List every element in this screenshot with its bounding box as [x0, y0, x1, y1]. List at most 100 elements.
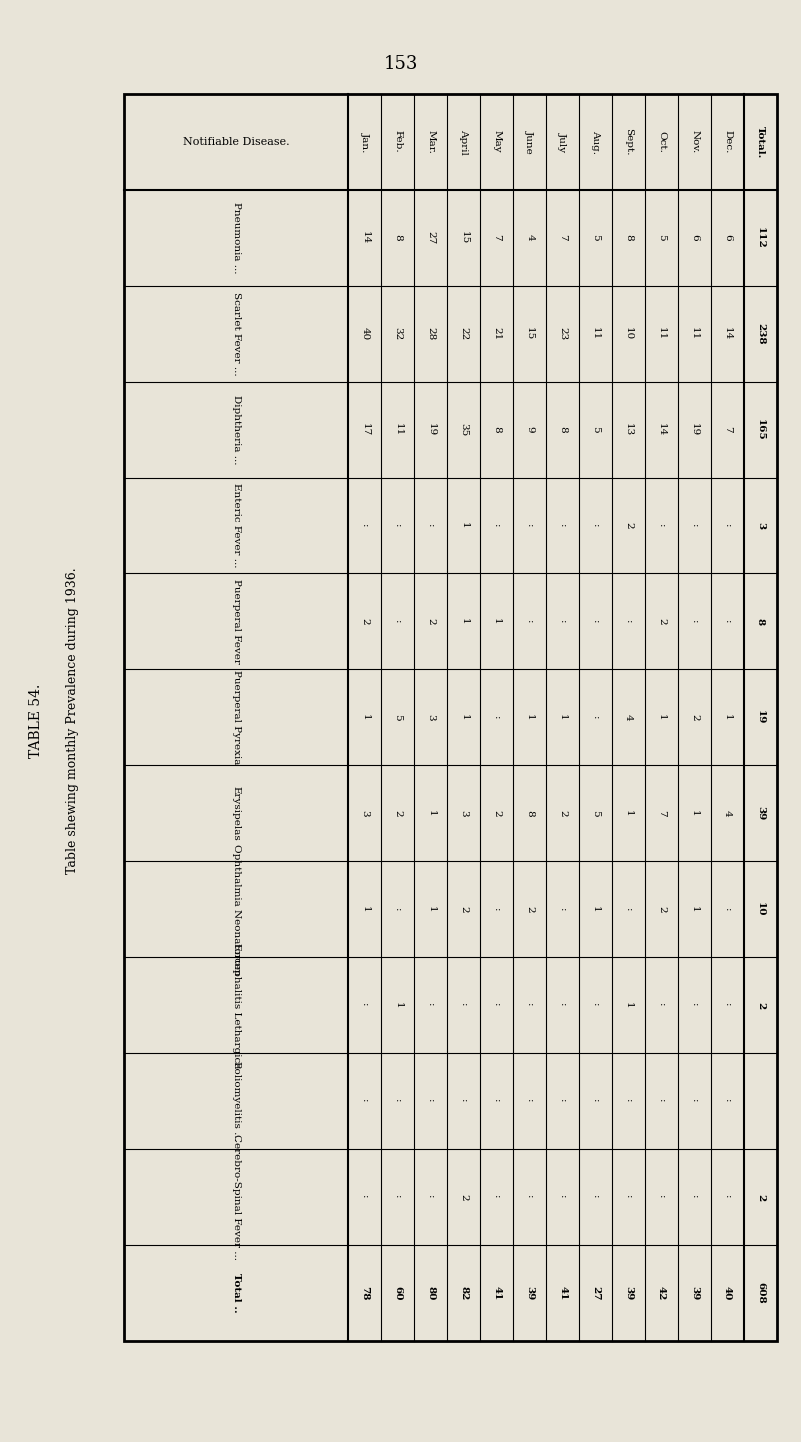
- Text: :: :: [426, 523, 436, 528]
- Text: 1: 1: [624, 810, 633, 816]
- Text: 5: 5: [591, 810, 600, 816]
- Text: 19: 19: [426, 423, 436, 435]
- Text: Poliomyelitis ...: Poliomyelitis ...: [231, 1061, 241, 1141]
- Text: :: :: [426, 1195, 436, 1198]
- Text: 41: 41: [493, 1286, 501, 1301]
- Text: :: :: [690, 620, 699, 623]
- Text: 8: 8: [493, 427, 501, 433]
- Text: 4: 4: [624, 714, 633, 721]
- Text: :: :: [723, 907, 732, 911]
- Text: Scarlet Fever ...: Scarlet Fever ...: [231, 291, 241, 375]
- Text: 80: 80: [426, 1286, 436, 1301]
- Text: 9: 9: [525, 427, 534, 433]
- Text: 41: 41: [558, 1286, 567, 1301]
- Text: 7: 7: [558, 235, 567, 241]
- Text: May: May: [493, 130, 501, 153]
- Text: 2: 2: [657, 619, 666, 624]
- Text: :: :: [591, 715, 600, 720]
- Text: 5: 5: [393, 714, 402, 721]
- Text: 82: 82: [459, 1286, 469, 1301]
- Text: :: :: [558, 1099, 567, 1103]
- Text: Enteric Fever ...: Enteric Fever ...: [231, 483, 241, 568]
- Text: Cerebro-Spinal Fever ...: Cerebro-Spinal Fever ...: [231, 1135, 241, 1260]
- Text: 6: 6: [723, 235, 732, 241]
- Text: Diphtheria ...: Diphtheria ...: [231, 395, 241, 464]
- Text: :: :: [426, 1004, 436, 1007]
- Text: 11: 11: [690, 327, 699, 340]
- Text: 2: 2: [657, 906, 666, 913]
- Text: :: :: [525, 1099, 534, 1103]
- Text: 2: 2: [624, 522, 633, 529]
- Text: 2: 2: [360, 619, 369, 624]
- Text: 1: 1: [360, 906, 369, 913]
- Text: 5: 5: [591, 235, 600, 241]
- Text: :: :: [624, 1195, 633, 1198]
- Text: :: :: [558, 523, 567, 528]
- Text: Total.: Total.: [756, 125, 765, 157]
- Text: :: :: [690, 1004, 699, 1007]
- Text: 40: 40: [723, 1286, 732, 1301]
- Text: 6: 6: [690, 235, 699, 241]
- Text: :: :: [723, 1099, 732, 1103]
- Text: :: :: [493, 1099, 501, 1103]
- Text: :: :: [558, 1195, 567, 1198]
- Text: :: :: [657, 1099, 666, 1103]
- Text: 3: 3: [426, 714, 436, 721]
- Text: 7: 7: [657, 810, 666, 816]
- Text: 14: 14: [657, 423, 666, 435]
- Text: :: :: [690, 1099, 699, 1103]
- Text: 11: 11: [393, 423, 402, 435]
- Text: 39: 39: [525, 1286, 534, 1301]
- Text: 1: 1: [493, 619, 501, 624]
- Text: Dec.: Dec.: [723, 130, 732, 153]
- Text: :: :: [493, 907, 501, 911]
- Text: 39: 39: [690, 1286, 699, 1301]
- Text: :: :: [360, 1099, 369, 1103]
- Text: Ophthalmia Neonatorum: Ophthalmia Neonatorum: [231, 844, 241, 975]
- Text: 2: 2: [459, 1194, 469, 1200]
- Text: 15: 15: [525, 327, 534, 340]
- Text: 17: 17: [360, 423, 369, 435]
- Text: 8: 8: [393, 235, 402, 241]
- Text: 1: 1: [558, 714, 567, 721]
- Text: 238: 238: [756, 323, 765, 345]
- Text: 1: 1: [624, 1002, 633, 1008]
- Text: 4: 4: [525, 235, 534, 241]
- Text: :: :: [723, 523, 732, 528]
- Text: 2: 2: [558, 810, 567, 816]
- Text: :: :: [360, 1195, 369, 1198]
- Text: 22: 22: [459, 327, 469, 340]
- Text: 2: 2: [525, 906, 534, 913]
- Text: 165: 165: [756, 418, 765, 440]
- Text: 1: 1: [723, 714, 732, 721]
- Text: :: :: [493, 1004, 501, 1007]
- Text: 2: 2: [459, 906, 469, 913]
- Text: 8: 8: [624, 235, 633, 241]
- Text: :: :: [393, 907, 402, 911]
- Text: 2: 2: [393, 810, 402, 816]
- Text: :: :: [493, 715, 501, 720]
- Text: :: :: [591, 523, 600, 528]
- Text: 3: 3: [459, 810, 469, 816]
- Text: :: :: [393, 1099, 402, 1103]
- Text: 21: 21: [493, 327, 501, 340]
- Text: 27: 27: [426, 231, 436, 244]
- Text: 1: 1: [459, 522, 469, 529]
- Text: 7: 7: [493, 235, 501, 241]
- Text: :: :: [723, 620, 732, 623]
- Text: 8: 8: [525, 810, 534, 816]
- Text: Encephalitis Lethargica: Encephalitis Lethargica: [231, 943, 241, 1069]
- Text: 11: 11: [591, 327, 600, 340]
- Text: 2: 2: [756, 1002, 765, 1009]
- Text: :: :: [591, 1004, 600, 1007]
- Text: :: :: [525, 1195, 534, 1198]
- Text: :: :: [360, 523, 369, 528]
- Text: :: :: [525, 620, 534, 623]
- Text: 14: 14: [360, 231, 369, 244]
- Text: 28: 28: [426, 327, 436, 340]
- Text: :: :: [657, 1004, 666, 1007]
- Text: 1: 1: [393, 1002, 402, 1008]
- Text: Aug.: Aug.: [591, 130, 600, 154]
- Text: :: :: [690, 1195, 699, 1198]
- Text: :: :: [591, 1099, 600, 1103]
